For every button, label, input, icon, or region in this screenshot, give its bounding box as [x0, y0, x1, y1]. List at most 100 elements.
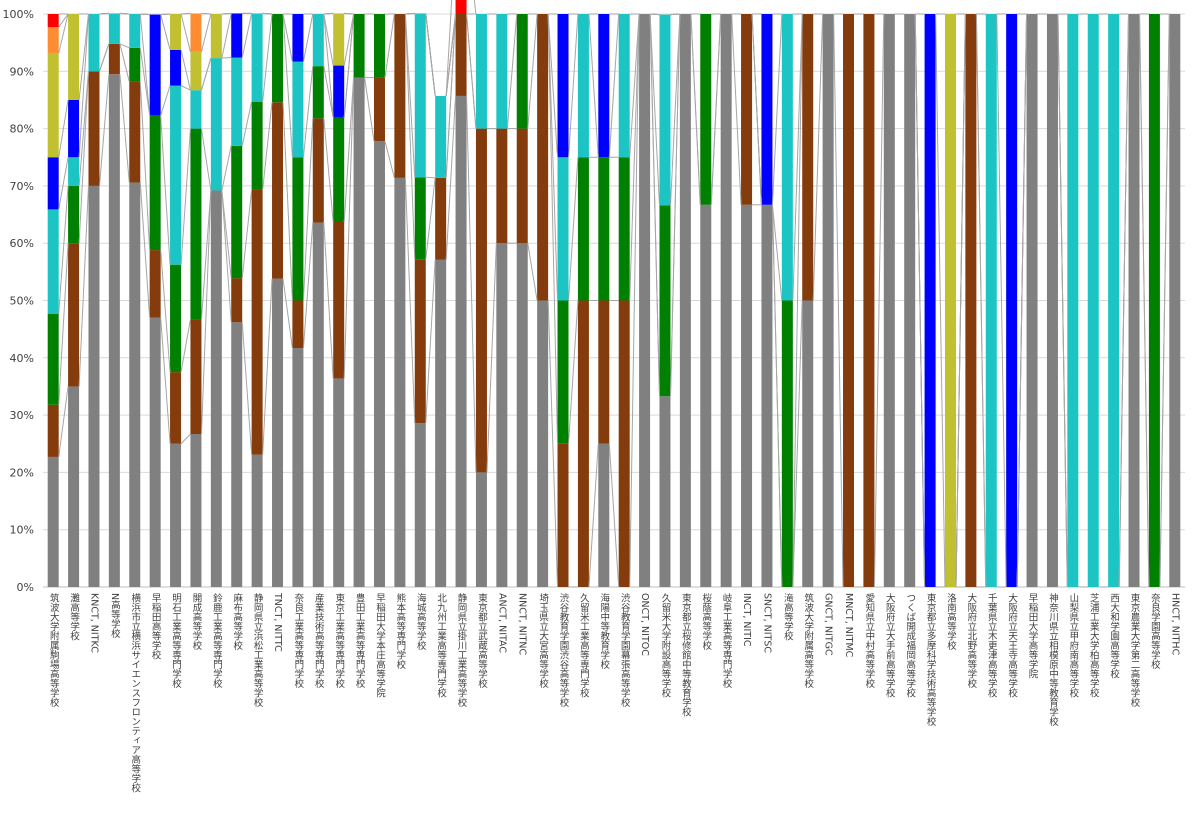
bar-segment: [129, 47, 141, 82]
bar-segment: [414, 259, 426, 424]
series-line: [58, 386, 69, 457]
bar-segment: [1046, 14, 1058, 587]
series-line: [405, 12, 415, 15]
x-tick-label: つくば開成福岡高等学校: [904, 593, 916, 698]
bar-segment: [68, 14, 80, 100]
series-line: [99, 43, 110, 72]
series-line: [139, 13, 151, 116]
series-line: [343, 77, 355, 223]
series-line: [792, 13, 803, 301]
bar-segment: [190, 13, 202, 52]
bar-segment: [822, 14, 834, 587]
bar-segment: [333, 13, 345, 66]
series-line: [364, 77, 375, 142]
series-line: [201, 12, 211, 15]
series-line: [425, 13, 436, 96]
bar-segment: [598, 443, 610, 587]
series-line: [160, 14, 171, 50]
series-line: [221, 13, 232, 59]
bar-segment: [883, 14, 895, 587]
bar-segment: [47, 456, 59, 587]
bar-segment: [353, 77, 365, 587]
series-line: [160, 85, 171, 116]
x-tick-label: NNCT, NITNC: [517, 593, 528, 656]
x-tick-label: 東京都立桜修館中等教育学校: [680, 592, 692, 717]
series-line: [282, 102, 293, 301]
series-line: [323, 66, 334, 118]
x-tick-label: 岐阜工業高等専門学校: [721, 592, 733, 689]
series-line: [98, 74, 110, 186]
x-tick-label: 開成高等学校: [190, 593, 202, 651]
bar-segment: [557, 300, 569, 444]
bar-segment: [557, 14, 569, 158]
x-tick-label: 大阪府立北野高等学校: [965, 592, 977, 689]
bar-segment: [272, 278, 284, 587]
x-tick-label: 東京都立武蔵高等学校: [476, 592, 488, 689]
series-line: [649, 13, 660, 206]
x-tick-label: GNCT, NITGC: [823, 593, 834, 656]
y-tick-label: 100%: [3, 8, 34, 21]
bar-segment: [353, 14, 365, 78]
bar-segment: [618, 300, 630, 587]
bar-segment: [292, 157, 304, 301]
x-tick-label: 奈良学園高等学校: [1149, 592, 1161, 670]
bar-segment: [802, 300, 814, 587]
bar-segment: [639, 14, 651, 587]
series-line: [200, 128, 212, 191]
bar-segment: [47, 157, 59, 210]
series-line: [302, 118, 314, 301]
x-tick-label: 桜蔭高等学校: [700, 592, 712, 651]
series-line: [1118, 13, 1130, 588]
bar-segment: [516, 243, 528, 587]
series-line: [119, 12, 130, 15]
bar-segment: [47, 404, 59, 457]
x-tick-label: 久留米大学附設高等学校: [659, 592, 671, 698]
bar-segment: [88, 14, 100, 72]
series-line: [771, 204, 783, 301]
series-line: [221, 145, 232, 191]
series-lines: [58, 0, 1170, 588]
bar-segment: [1087, 14, 1099, 587]
series-line: [466, 13, 477, 129]
x-tick-label: 早稲田大学高等学院: [1027, 593, 1039, 679]
y-tick-label: 80%: [10, 123, 34, 136]
x-tick-label: 産業技術高等専門学校: [313, 592, 325, 689]
bar-segment: [455, 14, 467, 96]
x-tick-label: SNCT, NITSC: [761, 593, 772, 653]
bar-segment: [659, 205, 671, 397]
x-tick-label: 筑波大学附属駒場高等学校: [48, 592, 60, 708]
x-tick-label: 早稲田大学本庄高等学院: [374, 593, 386, 698]
y-tick-label: 60%: [10, 237, 34, 250]
bar-segment: [598, 157, 610, 301]
bar-segment: [68, 185, 80, 244]
series-line: [588, 443, 599, 588]
x-tick-label: 西大和学園高等学校: [1108, 593, 1120, 679]
series-line: [404, 13, 416, 260]
series-line: [425, 176, 436, 179]
series-line: [547, 300, 559, 588]
bar-segment: [210, 14, 222, 59]
series-line: [78, 185, 89, 387]
series-line: [200, 57, 212, 91]
series-line: [221, 190, 232, 323]
bar-segment: [251, 13, 263, 102]
bar-segment: [149, 115, 161, 251]
bar-segment: [496, 14, 508, 129]
series-line: [690, 13, 701, 205]
series-line: [262, 12, 273, 15]
series-line: [1139, 13, 1150, 588]
bar-segment: [720, 14, 732, 587]
bar-segment: [170, 443, 182, 587]
series-line: [649, 13, 660, 397]
x-tick-label: 東京農業大学第二高等学校: [1129, 592, 1141, 708]
x-tick-label: 静岡県立掛川工業高等学校: [456, 592, 468, 708]
series-line: [139, 81, 151, 251]
x-tick-label: HNCT, NITHC: [1169, 593, 1180, 656]
series-line: [78, 13, 89, 158]
bar-segment: [231, 13, 243, 58]
x-tick-label: 横浜市立横浜サイエンスフロンティア高等学校: [129, 592, 141, 793]
series-line: [200, 190, 212, 435]
bar-segment: [761, 14, 773, 205]
bar-segment: [272, 102, 284, 279]
series-line: [323, 222, 334, 379]
